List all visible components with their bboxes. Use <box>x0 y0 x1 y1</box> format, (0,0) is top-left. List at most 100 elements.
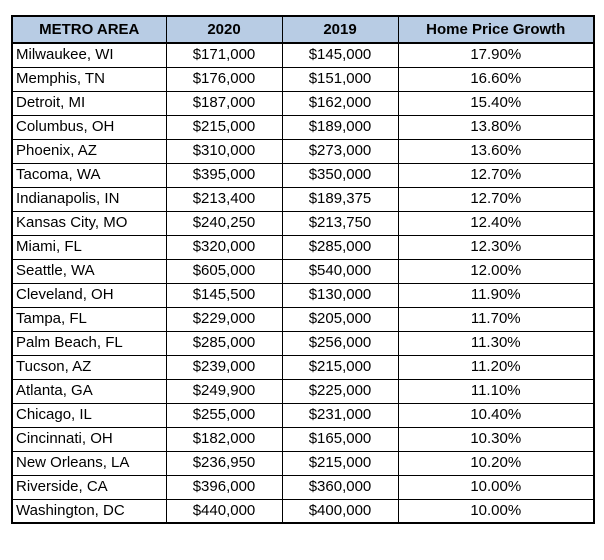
price-2020-cell: $187,000 <box>165 90 283 116</box>
metro-area-cell: Miami, FL <box>11 234 167 260</box>
price-2019-cell: $350,000 <box>281 162 399 188</box>
table-row: Tacoma, WA $395,000 $350,000 12.70% <box>11 162 595 188</box>
table-row: Seattle, WA $605,000 $540,000 12.00% <box>11 258 595 284</box>
metro-area-cell: Tucson, AZ <box>11 354 167 380</box>
price-2020-cell: $239,000 <box>165 354 283 380</box>
metro-area-cell: Tampa, FL <box>11 306 167 332</box>
metro-area-cell: Seattle, WA <box>11 258 167 284</box>
price-2019-cell: $215,000 <box>281 450 399 476</box>
price-2019-cell: $400,000 <box>281 498 399 524</box>
growth-cell: 16.60% <box>397 66 595 92</box>
price-2020-cell: $229,000 <box>165 306 283 332</box>
growth-cell: 12.70% <box>397 162 595 188</box>
price-2019-cell: $189,000 <box>281 114 399 140</box>
price-2020-cell: $395,000 <box>165 162 283 188</box>
growth-cell: 11.70% <box>397 306 595 332</box>
price-2020-cell: $145,500 <box>165 282 283 308</box>
table-row: Milwaukee, WI $171,000 $145,000 17.90% <box>11 42 595 68</box>
table-row: Phoenix, AZ $310,000 $273,000 13.60% <box>11 138 595 164</box>
table-row: Indianapolis, IN $213,400 $189,375 12.70% <box>11 186 595 212</box>
metro-area-cell: Cincinnati, OH <box>11 426 167 452</box>
growth-cell: 12.30% <box>397 234 595 260</box>
home-price-table: METRO AREA 2020 2019 Home Price Growth M… <box>11 15 595 524</box>
table-row: Cincinnati, OH $182,000 $165,000 10.30% <box>11 426 595 452</box>
metro-area-cell: Chicago, IL <box>11 402 167 428</box>
metro-area-cell: Washington, DC <box>11 498 167 524</box>
column-header-home-price-growth: Home Price Growth <box>397 15 595 44</box>
table-row: Cleveland, OH $145,500 $130,000 11.90% <box>11 282 595 308</box>
price-2020-cell: $249,900 <box>165 378 283 404</box>
price-2019-cell: $145,000 <box>281 42 399 68</box>
metro-area-cell: Columbus, OH <box>11 114 167 140</box>
price-2020-cell: $236,950 <box>165 450 283 476</box>
metro-area-cell: Tacoma, WA <box>11 162 167 188</box>
growth-cell: 10.40% <box>397 402 595 428</box>
growth-cell: 10.30% <box>397 426 595 452</box>
table-row: Palm Beach, FL $285,000 $256,000 11.30% <box>11 330 595 356</box>
table-row: Chicago, IL $255,000 $231,000 10.40% <box>11 402 595 428</box>
growth-cell: 12.70% <box>397 186 595 212</box>
growth-cell: 11.20% <box>397 354 595 380</box>
column-header-2020: 2020 <box>165 15 283 44</box>
growth-cell: 15.40% <box>397 90 595 116</box>
table-row: Columbus, OH $215,000 $189,000 13.80% <box>11 114 595 140</box>
price-2019-cell: $151,000 <box>281 66 399 92</box>
metro-area-cell: Palm Beach, FL <box>11 330 167 356</box>
metro-area-cell: Atlanta, GA <box>11 378 167 404</box>
price-2020-cell: $255,000 <box>165 402 283 428</box>
price-2019-cell: $130,000 <box>281 282 399 308</box>
table-row: Atlanta, GA $249,900 $225,000 11.10% <box>11 378 595 404</box>
price-2020-cell: $440,000 <box>165 498 283 524</box>
metro-area-cell: Cleveland, OH <box>11 282 167 308</box>
price-2019-cell: $213,750 <box>281 210 399 236</box>
price-2019-cell: $540,000 <box>281 258 399 284</box>
metro-area-cell: Detroit, MI <box>11 90 167 116</box>
growth-cell: 13.60% <box>397 138 595 164</box>
column-header-metro-area: METRO AREA <box>11 15 167 44</box>
growth-cell: 10.00% <box>397 474 595 500</box>
table-row: Tucson, AZ $239,000 $215,000 11.20% <box>11 354 595 380</box>
metro-area-cell: Kansas City, MO <box>11 210 167 236</box>
metro-area-cell: New Orleans, LA <box>11 450 167 476</box>
table-header: METRO AREA 2020 2019 Home Price Growth <box>11 15 595 44</box>
table-row: Tampa, FL $229,000 $205,000 11.70% <box>11 306 595 332</box>
price-2020-cell: $213,400 <box>165 186 283 212</box>
price-2019-cell: $360,000 <box>281 474 399 500</box>
price-2019-cell: $231,000 <box>281 402 399 428</box>
price-2019-cell: $162,000 <box>281 90 399 116</box>
price-2020-cell: $396,000 <box>165 474 283 500</box>
growth-cell: 11.30% <box>397 330 595 356</box>
table-row: Kansas City, MO $240,250 $213,750 12.40% <box>11 210 595 236</box>
price-2019-cell: $165,000 <box>281 426 399 452</box>
table-body: Milwaukee, WI $171,000 $145,000 17.90% Memph… <box>11 42 595 524</box>
header-row: METRO AREA 2020 2019 Home Price Growth <box>11 15 595 44</box>
growth-cell: 11.10% <box>397 378 595 404</box>
table-row: Detroit, MI $187,000 $162,000 15.40% <box>11 90 595 116</box>
price-2020-cell: $176,000 <box>165 66 283 92</box>
growth-cell: 10.00% <box>397 498 595 524</box>
price-2019-cell: $273,000 <box>281 138 399 164</box>
growth-cell: 13.80% <box>397 114 595 140</box>
price-2020-cell: $310,000 <box>165 138 283 164</box>
table-row: Memphis, TN $176,000 $151,000 16.60% <box>11 66 595 92</box>
metro-area-cell: Riverside, CA <box>11 474 167 500</box>
price-2019-cell: $205,000 <box>281 306 399 332</box>
table-row: Riverside, CA $396,000 $360,000 10.00% <box>11 474 595 500</box>
price-2020-cell: $182,000 <box>165 426 283 452</box>
price-2019-cell: $285,000 <box>281 234 399 260</box>
column-header-2019: 2019 <box>281 15 399 44</box>
growth-cell: 11.90% <box>397 282 595 308</box>
price-2019-cell: $225,000 <box>281 378 399 404</box>
metro-area-cell: Phoenix, AZ <box>11 138 167 164</box>
price-2020-cell: $240,250 <box>165 210 283 236</box>
metro-area-cell: Indianapolis, IN <box>11 186 167 212</box>
price-2020-cell: $320,000 <box>165 234 283 260</box>
metro-area-cell: Milwaukee, WI <box>11 42 167 68</box>
price-2020-cell: $171,000 <box>165 42 283 68</box>
price-2020-cell: $215,000 <box>165 114 283 140</box>
price-2020-cell: $605,000 <box>165 258 283 284</box>
growth-cell: 17.90% <box>397 42 595 68</box>
price-2019-cell: $215,000 <box>281 354 399 380</box>
table-row: Washington, DC $440,000 $400,000 10.00% <box>11 498 595 524</box>
price-2020-cell: $285,000 <box>165 330 283 356</box>
